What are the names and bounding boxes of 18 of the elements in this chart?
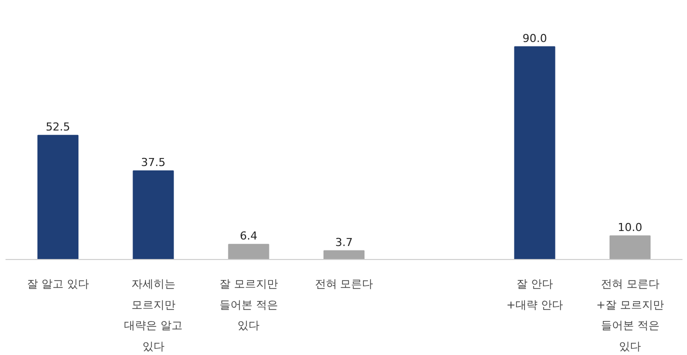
- data-label: 37.5: [141, 156, 166, 169]
- bar: [323, 250, 365, 260]
- bar: [37, 134, 78, 260]
- data-label: 6.4: [240, 229, 258, 242]
- data-label: 10.0: [618, 220, 642, 234]
- data-label: 3.7: [335, 236, 353, 249]
- data-label: 52.5: [46, 120, 70, 134]
- bar: [228, 244, 270, 260]
- bar: [610, 235, 651, 260]
- x-tick-label: 잘 안다 +대략 안다: [506, 278, 564, 312]
- data-label: 90.0: [522, 32, 547, 45]
- x-tick-label: 잘 알고 있다: [26, 278, 89, 290]
- x-tick-label: 전혀 모른다 +잘 모르지만 들어본 적은 있다: [596, 278, 664, 353]
- x-tick-label: 자세히는 모르지만 대략은 알고 있다: [124, 278, 183, 353]
- bar: [132, 170, 174, 260]
- x-tick-label: 잘 모르지만 들어본 적은 있다: [219, 278, 278, 332]
- x-tick-label: 전혀 모른다: [314, 278, 374, 290]
- bar: [514, 46, 556, 260]
